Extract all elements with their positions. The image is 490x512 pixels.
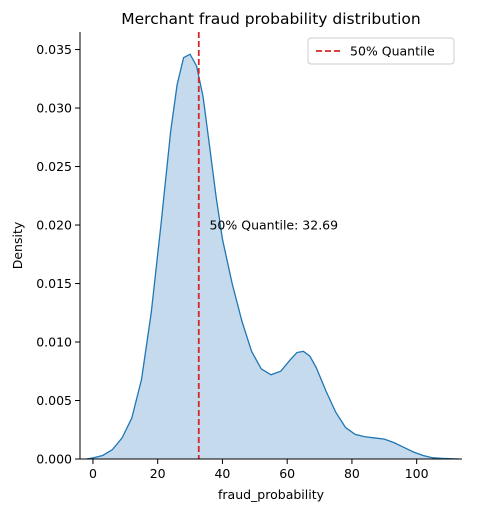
y-tick-label: 0.030 xyxy=(36,101,72,116)
plot-area xyxy=(86,32,459,460)
y-axis-label: Density xyxy=(10,221,25,269)
x-axis-ticks: 0 20 40 60 80 100 xyxy=(89,459,429,481)
density-area xyxy=(86,54,459,459)
y-tick-label: 0.020 xyxy=(36,218,72,233)
y-tick-label: 0.010 xyxy=(36,335,72,350)
x-tick-label: 20 xyxy=(150,466,166,481)
y-tick-label: 0.005 xyxy=(36,393,72,408)
x-axis-label: fraud_probability xyxy=(218,487,325,502)
chart-title: Merchant fraud probability distribution xyxy=(121,10,421,28)
y-axis-ticks: 0.000 0.005 0.010 0.015 0.020 0.025 0.030 0.035 xyxy=(36,42,80,467)
x-tick-label: 100 xyxy=(405,466,429,481)
y-tick-label: 0.035 xyxy=(36,42,72,57)
x-tick-label: 0 xyxy=(89,466,97,481)
density-curve xyxy=(86,53,459,460)
legend: 50% Quantile xyxy=(307,37,455,65)
y-tick-label: 0.015 xyxy=(36,276,72,291)
x-tick-label: 80 xyxy=(344,466,360,481)
legend-box xyxy=(307,37,455,65)
y-tick-label: 0.025 xyxy=(36,159,72,174)
legend-label-quantile: 50% Quantile xyxy=(350,44,435,59)
quantile-annotation: 50% Quantile: 32.69 xyxy=(209,218,338,233)
x-tick-label: 60 xyxy=(279,466,295,481)
y-tick-label: 0.000 xyxy=(36,452,72,467)
x-tick-label: 40 xyxy=(214,466,230,481)
